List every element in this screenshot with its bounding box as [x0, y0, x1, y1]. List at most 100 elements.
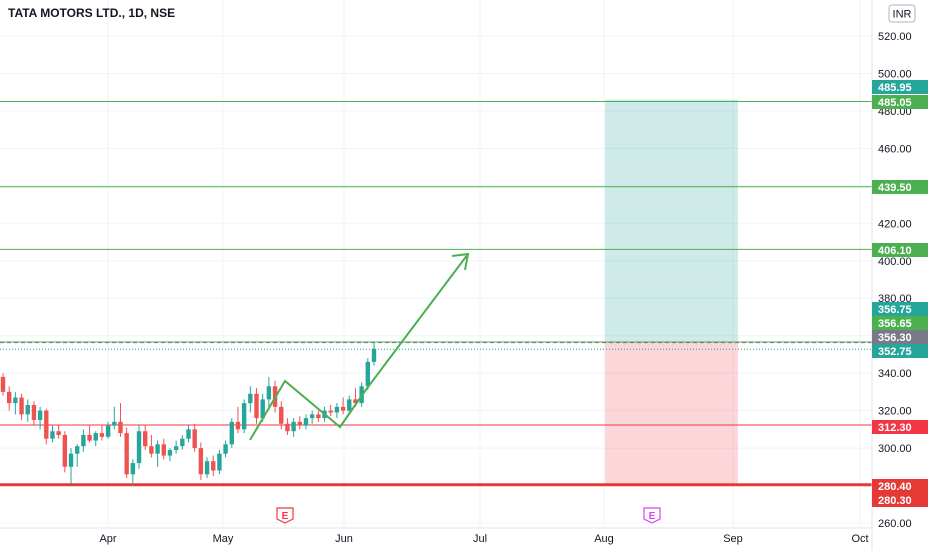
- price-tag-label: 485.95: [878, 82, 912, 94]
- candle-body: [130, 463, 136, 475]
- candle-body: [87, 434, 92, 441]
- candle-body: [260, 399, 265, 419]
- loss-zone[interactable]: [605, 342, 738, 485]
- candle-body: [81, 434, 86, 447]
- candle-body: [173, 446, 179, 450]
- candle-body: [143, 431, 148, 447]
- zigzag-pattern-line[interactable]: [249, 253, 469, 441]
- price-tag: [872, 80, 928, 94]
- candle-body: [6, 391, 12, 404]
- y-tick-label: 460.00: [878, 143, 912, 155]
- candle-body: [93, 433, 98, 441]
- y-tick-label: 260.00: [878, 518, 912, 530]
- candle-body: [186, 429, 191, 439]
- pattern-drawing[interactable]: [249, 252, 470, 441]
- price-tag-label: 352.75: [878, 346, 912, 358]
- candle-body: [149, 446, 154, 454]
- grid: [0, 0, 872, 528]
- candle-body: [303, 418, 309, 426]
- price-tag-label: 406.10: [878, 245, 912, 257]
- x-tick-label: Sep: [723, 533, 743, 545]
- candle-body: [37, 410, 43, 420]
- price-tag: [872, 420, 928, 434]
- candle-body: [118, 421, 123, 434]
- y-tick-label: 500.00: [878, 68, 912, 80]
- price-tag: [872, 243, 928, 257]
- candle-body: [13, 397, 18, 404]
- x-tick-label: Jun: [335, 533, 353, 545]
- candle-body: [44, 410, 49, 439]
- price-tag: [872, 344, 928, 358]
- candle-body: [25, 404, 30, 415]
- y-tick-label: 400.00: [878, 256, 912, 268]
- y-tick-label: 320.00: [878, 406, 912, 418]
- candle-body: [266, 386, 272, 400]
- x-tick-label: May: [213, 533, 234, 545]
- candle-body: [328, 410, 333, 413]
- price-tag-label: 439.50: [878, 182, 912, 194]
- candle-body: [75, 446, 80, 454]
- candle-body: [50, 431, 55, 439]
- candle-body: [285, 423, 290, 432]
- candle-body: [155, 444, 160, 454]
- candle-body: [309, 414, 315, 419]
- price-tag-label: 356.75: [878, 304, 912, 316]
- candle-body: [62, 434, 68, 467]
- candle-body: [316, 414, 321, 419]
- candle-body: [347, 399, 352, 411]
- candle-body: [365, 361, 371, 387]
- candle-body: [297, 421, 302, 426]
- candle-body: [217, 453, 222, 471]
- price-tag: [872, 316, 928, 330]
- y-tick-label: 520.00: [878, 31, 912, 43]
- profit-zone[interactable]: [605, 99, 738, 343]
- price-tag: [872, 330, 928, 344]
- candle-body: [19, 397, 24, 415]
- candle-body: [291, 421, 296, 432]
- candle-body: [223, 444, 228, 454]
- candle-body: [279, 406, 284, 424]
- price-tag: [872, 180, 928, 194]
- candle-body: [167, 449, 173, 456]
- currency-label: INR: [893, 9, 912, 21]
- candle-body: [180, 438, 185, 447]
- candles: [0, 343, 377, 486]
- candle-body: [99, 433, 105, 437]
- candle-body: [229, 421, 234, 445]
- chart-title: TATA MOTORS LTD., 1D, NSE: [8, 6, 175, 20]
- earnings-event-icon[interactable]: [643, 507, 661, 524]
- candle-body: [105, 425, 111, 437]
- x-tick-label: Apr: [99, 533, 116, 545]
- price-tag-label: 356.65: [878, 318, 912, 330]
- candle-body: [248, 393, 253, 404]
- price-tag-label: 485.05: [878, 97, 912, 109]
- x-tick-label: Jul: [473, 533, 487, 545]
- candle-body: [211, 461, 216, 471]
- candle-body: [192, 429, 197, 449]
- y-tick-label: 420.00: [878, 218, 912, 230]
- candle-body: [254, 393, 259, 419]
- price-tag-label: 356.30: [878, 332, 912, 344]
- y-tick-label: 300.00: [878, 443, 912, 455]
- price-tag: [872, 493, 928, 507]
- event-marker-label: E: [649, 511, 656, 522]
- candle-body: [241, 403, 247, 430]
- candle-body: [340, 406, 346, 411]
- position-zones[interactable]: [605, 99, 738, 485]
- price-tag: [872, 479, 928, 493]
- x-tick-label: Oct: [851, 533, 868, 545]
- candle-body: [31, 404, 37, 420]
- horizontal-levels[interactable]: [0, 100, 872, 487]
- y-tick-label: 340.00: [878, 368, 912, 380]
- price-tags: 485.05 439.50 406.10 356.65 312.30 280.40 485.…: [872, 80, 928, 507]
- currency-badge[interactable]: [888, 4, 916, 23]
- candle-body: [198, 448, 204, 475]
- time-axis[interactable]: Apr May Jun Jul Aug Sep Oct: [0, 527, 872, 545]
- candle-body: [353, 399, 358, 404]
- arrow-head[interactable]: [451, 252, 470, 271]
- candle-body: [124, 433, 129, 475]
- candle-body: [68, 453, 74, 467]
- earnings-event-icon[interactable]: [276, 507, 294, 524]
